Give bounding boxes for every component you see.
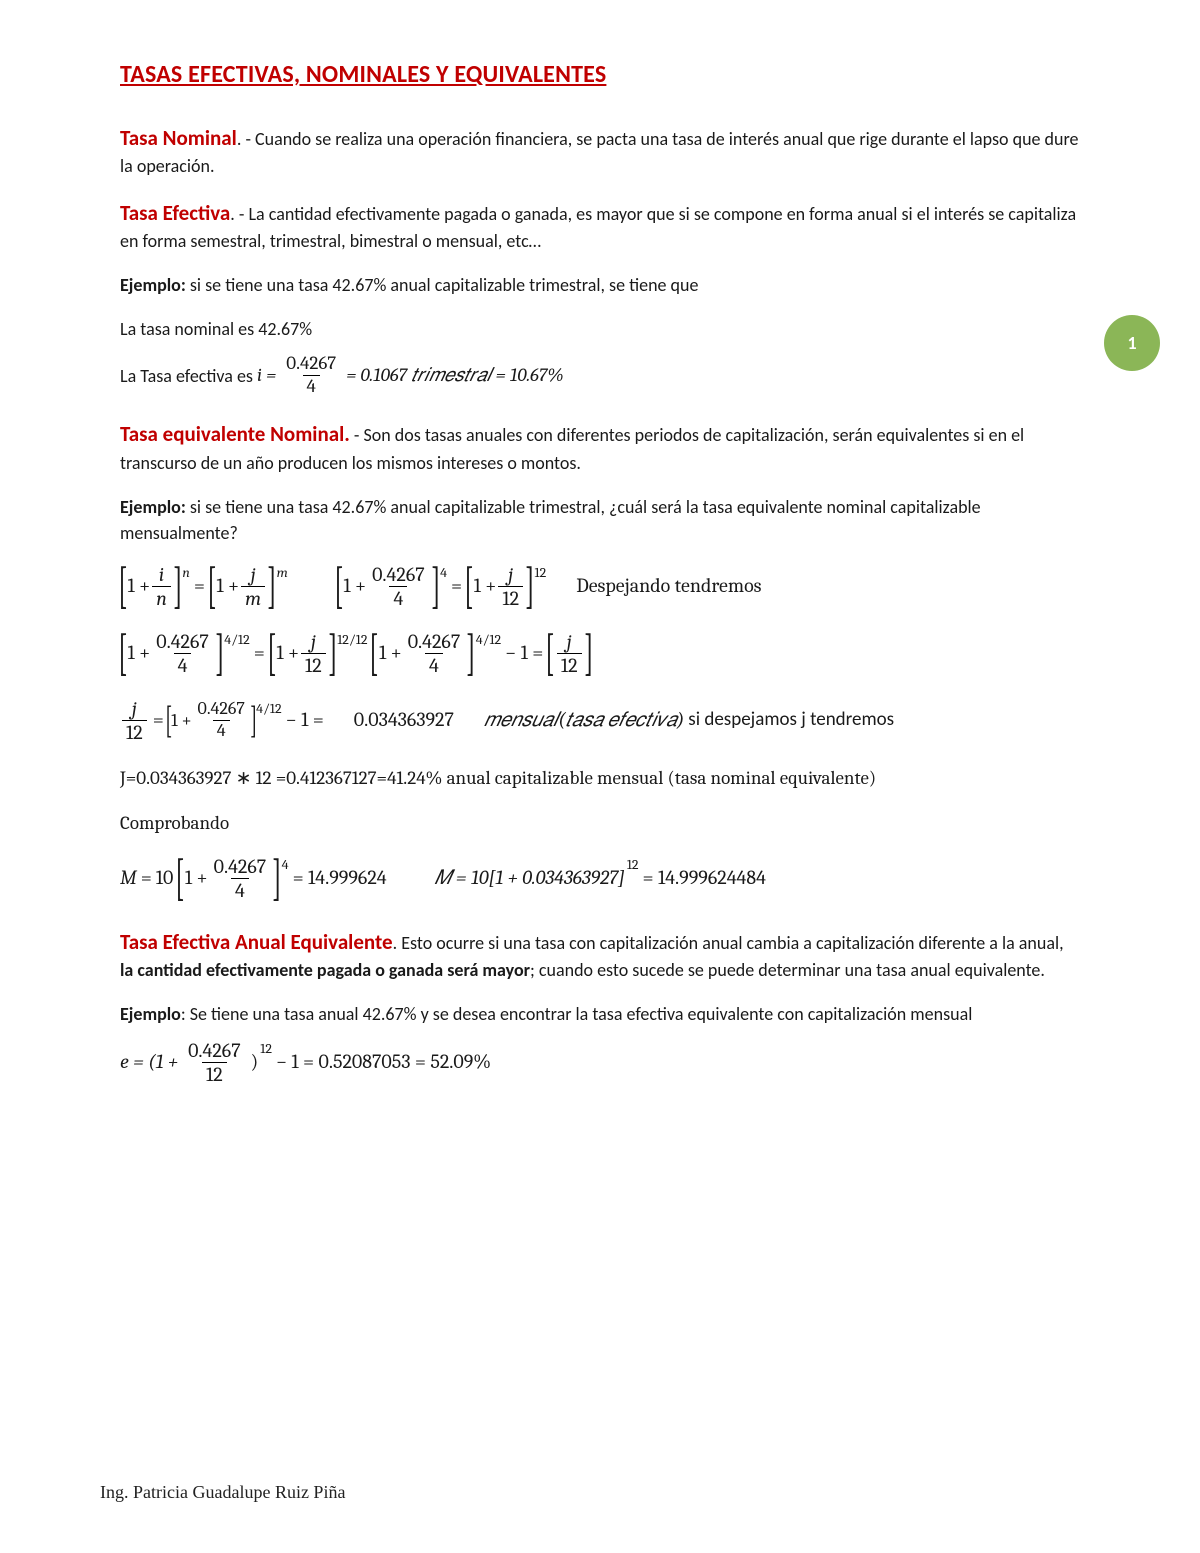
ejemplo-2: Ejemplo: si se tiene una tasa 42.67% anu… xyxy=(120,494,1080,546)
ejemplo-3-label: Ejemplo xyxy=(120,1003,181,1025)
eqE-M2: 𝑀 = 10[1 + 0.034363927] xyxy=(435,868,625,888)
ejemplo-1: Ejemplo: si se tiene una tasa 42.67% anu… xyxy=(120,272,1080,298)
eqB-br1: [ 1 + 0.42674 ] xyxy=(120,631,222,676)
document-page: 1 TASAS EFECTIVAS, NOMINALES Y EQUIVALEN… xyxy=(0,0,1200,1553)
ejemplo-3-text: : Se tiene una tasa anual 42.67% y se de… xyxy=(181,1003,972,1025)
eqA-br2: [ 1 + jm ] xyxy=(209,564,275,609)
section-tasa-efectiva-anual: Tasa Efectiva Anual Equivalente. Esto oc… xyxy=(120,927,1080,984)
page-number: 1 xyxy=(1127,332,1136,354)
eq1-lhs: i = xyxy=(257,366,276,385)
eqC-tail: si despejamos j tendremos xyxy=(688,708,894,733)
eq1-res: = 0.1067 𝑡𝑟𝑖𝑚𝑒𝑠𝑡𝑟𝑎𝑙 = 10.67% xyxy=(346,366,563,385)
term-tasa-equiv-nominal: Tasa equivalente Nominal. xyxy=(120,421,350,447)
eqC-val: 0.034363927 xyxy=(354,707,454,733)
comprobando: Comprobando xyxy=(120,810,1080,838)
eqC-word: 𝑚𝑒𝑛𝑠𝑢𝑎𝑙(𝑡𝑎𝑠𝑎 𝑒𝑓𝑒𝑐𝑡𝑖𝑣𝑎) xyxy=(484,707,684,733)
eqA-br3: [ 1 + 0.42674 ] xyxy=(336,564,438,609)
line-nominal: La tasa nominal es 42.67% xyxy=(120,316,1080,342)
section-tasa-efectiva: Tasa Efectiva. - La cantidad efectivamen… xyxy=(120,198,1080,255)
eqE-br: [ 1 + 0.42674 ] xyxy=(177,856,279,901)
ejemplo-2-label: Ejemplo: xyxy=(120,496,186,518)
ejemplo-3: Ejemplo: Se tiene una tasa anual 42.67% … xyxy=(120,1001,1080,1027)
eqA-br1: [ 1 + in ] xyxy=(120,564,180,609)
eqE-r2: = 14.999624484 xyxy=(643,868,766,888)
term-tasa-efectiva: Tasa Efectiva xyxy=(120,200,230,226)
equation-a: [ 1 + in ] n = [ 1 + jm ] m [ 1 + 0.4267… xyxy=(120,564,1080,609)
eqC-lfrac: j 12 xyxy=(122,698,147,743)
term-tasa-nominal: Tasa Nominal xyxy=(120,125,237,151)
equation-b: [ 1 + 0.42674 ] 4/12 = [ 1 + j12 ] 12/12… xyxy=(120,631,1080,676)
eqB-br4: [ j12 ] xyxy=(547,631,591,676)
eqB-br3: [ 1 + 0.42674 ] xyxy=(371,631,473,676)
section-tasa-nominal: Tasa Nominal. - Cuando se realiza una op… xyxy=(120,123,1080,180)
eqB-br2: [ 1 + j12 ] xyxy=(269,631,335,676)
equation-c: j 12 = [ 1 + 0.42674 ] 4/12 − 1 = 0.0343… xyxy=(120,698,1080,743)
ejemplo-1-text: si se tiene una tasa 42.67% anual capita… xyxy=(186,274,699,296)
equation-f: e = (1 + 0.4267 12 )12 − 1 = 0.52087053 … xyxy=(120,1040,1080,1085)
page-number-badge: 1 xyxy=(1104,315,1160,371)
eqA-br4: [ 1 + j12 ] xyxy=(466,564,532,609)
eqE-r1: = 14.999624 xyxy=(293,868,387,888)
eqF-frac: 0.4267 12 xyxy=(184,1040,245,1085)
term-tasa-efectiva-anual: Tasa Efectiva Anual Equivalente xyxy=(120,929,393,955)
body-tasa-efectiva: . - La cantidad efectivamente pagada o g… xyxy=(120,203,1076,252)
eqC-br: [ 1 + 0.42674 ] xyxy=(168,700,254,741)
line-efectiva: La Tasa efectiva es i = 0.4267 4 = 0.106… xyxy=(120,354,1080,397)
equation-e: M = 10 [ 1 + 0.42674 ] 4 = 14.999624 𝑀 =… xyxy=(120,856,1080,901)
page-title: TASAS EFECTIVAS, NOMINALES Y EQUIVALENTE… xyxy=(120,60,1080,89)
footer-author: Ing. Patricia Guadalupe Ruiz Piña xyxy=(100,1482,345,1503)
ejemplo-2-text: si se tiene una tasa 42.67% anual capita… xyxy=(120,496,981,544)
eqA-tail: Despejando tendremos xyxy=(576,576,761,596)
equation-d: J=0.034363927 ∗ 12 =0.412367127=41.24% a… xyxy=(120,765,1080,793)
section-tasa-equiv-nominal: Tasa equivalente Nominal. - Son dos tasa… xyxy=(120,419,1080,476)
line-efectiva-lead: La Tasa efectiva es xyxy=(120,367,253,385)
ejemplo-1-label: Ejemplo: xyxy=(120,274,186,296)
body-tasa-nominal: . - Cuando se realiza una operación fina… xyxy=(120,128,1078,177)
eq1-frac: 0.4267 4 xyxy=(282,354,340,397)
